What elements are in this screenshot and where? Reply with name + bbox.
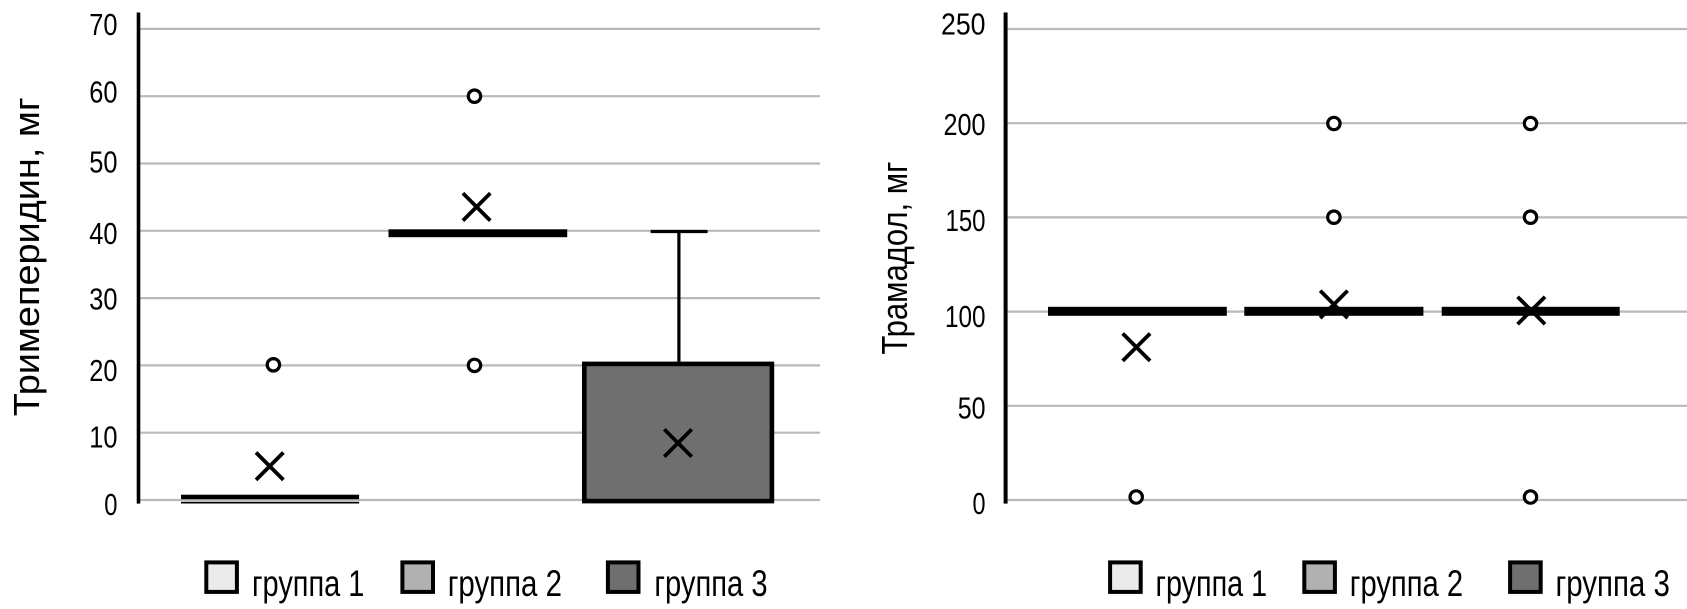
svg-text:0: 0	[973, 486, 986, 521]
svg-text:группа 2: группа 2	[1350, 563, 1463, 604]
svg-text:70: 70	[89, 7, 117, 42]
svg-text:50: 50	[89, 144, 117, 179]
svg-text:Трамадол, мг: Трамадол, мг	[874, 162, 915, 355]
svg-text:200: 200	[944, 107, 986, 142]
svg-text:150: 150	[946, 203, 986, 238]
svg-text:группа 3: группа 3	[654, 563, 767, 604]
svg-text:30: 30	[89, 282, 117, 317]
svg-text:20: 20	[89, 353, 117, 388]
svg-text:50: 50	[958, 390, 986, 425]
svg-text:группа 1: группа 1	[1156, 563, 1268, 604]
svg-text:0: 0	[104, 487, 117, 522]
svg-text:40: 40	[89, 216, 117, 251]
svg-text:Тримеперидин, мг: Тримеперидин, мг	[6, 97, 47, 416]
svg-text:250: 250	[941, 7, 986, 42]
svg-text:группа 3: группа 3	[1556, 563, 1670, 604]
svg-text:60: 60	[89, 74, 117, 109]
svg-text:группа 2: группа 2	[448, 563, 562, 604]
svg-text:группа 1: группа 1	[252, 563, 364, 604]
svg-text:100: 100	[945, 299, 986, 334]
svg-text:10: 10	[89, 420, 117, 455]
